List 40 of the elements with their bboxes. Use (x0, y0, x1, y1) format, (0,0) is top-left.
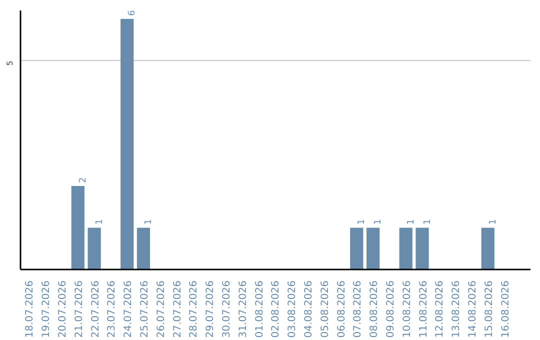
x-tick-label: 11.08.2026 (418, 280, 430, 338)
x-tick-label: 04.08.2026 (303, 280, 314, 338)
data-label: 1 (94, 218, 105, 225)
x-tick-label: 18.07.2026 (24, 280, 36, 338)
x-tick-label: 30.07.2026 (221, 280, 232, 338)
x-tick-label: 23.07.2026 (106, 280, 118, 338)
x-tick-label: 25.07.2026 (139, 280, 150, 338)
x-tick-label: 29.07.2026 (205, 280, 216, 338)
x-tick-label: 24.07.2026 (123, 280, 134, 338)
x-tick-label: 13.08.2026 (451, 280, 462, 338)
data-label: 6 (128, 10, 138, 16)
data-label: 1 (422, 218, 433, 225)
x-tick-label: 02.08.2026 (270, 280, 282, 338)
x-tick-label: 27.07.2026 (172, 280, 184, 338)
x-tick-label: 01.08.2026 (254, 280, 266, 338)
data-label: 2 (78, 177, 88, 183)
x-tick-label: 15.08.2026 (484, 280, 495, 338)
data-label: 1 (374, 218, 384, 225)
data-label: 1 (488, 218, 498, 225)
data-label: 1 (406, 218, 416, 225)
x-tick-label: 05.08.2026 (320, 280, 331, 338)
x-tick-label: 21.07.2026 (74, 280, 85, 338)
x-tick-label: 26.07.2026 (156, 280, 167, 338)
x-tick-label: 12.08.2026 (434, 280, 446, 338)
x-tick-label: 08.08.2026 (369, 280, 380, 338)
x-tick-label: 19.07.2026 (41, 280, 52, 338)
x-tick-label: 20.07.2026 (57, 280, 68, 338)
x-tick-label: 06.08.2026 (336, 280, 348, 338)
x-tick-label: 10.08.2026 (402, 280, 413, 338)
x-tick-label: 07.08.2026 (352, 280, 364, 338)
data-label: 1 (357, 218, 368, 225)
x-tick-label: 28.07.2026 (188, 280, 200, 338)
x-tick-label: 03.08.2026 (287, 280, 298, 338)
x-tick-label: 14.08.2026 (467, 280, 478, 338)
x-tick-label: 31.07.2026 (238, 280, 249, 338)
x-tick-label: 22.07.2026 (90, 280, 102, 338)
x-tick-label: 16.08.2026 (500, 280, 512, 338)
x-tick-label: 09.08.2026 (385, 280, 396, 338)
y-tick-label: 5 (6, 60, 14, 66)
data-label: 1 (144, 218, 154, 225)
